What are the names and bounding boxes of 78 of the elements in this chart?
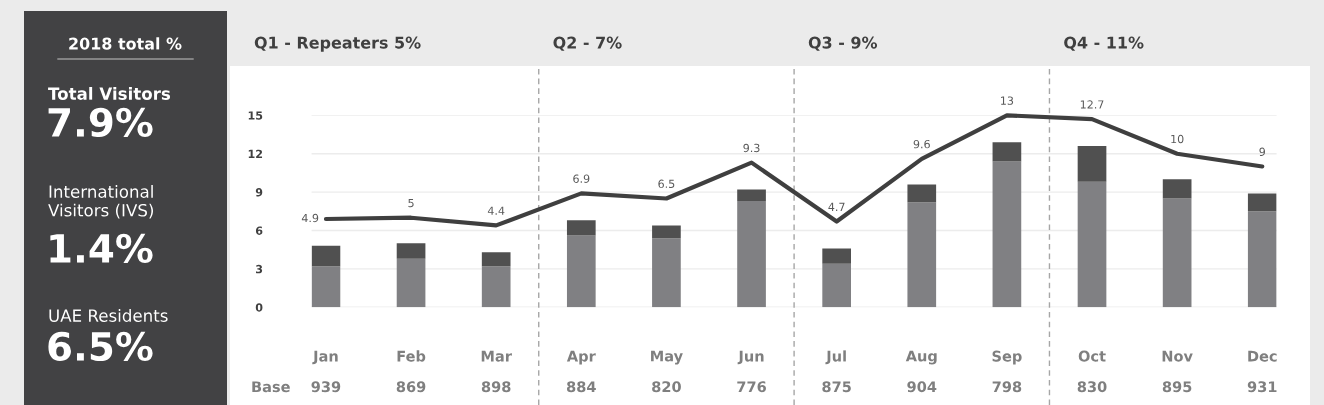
x-tick-label: Jun [737, 350, 764, 365]
bar [992, 142, 1022, 162]
data-label: 6.5 [658, 179, 675, 189]
text: 776 [737, 381, 766, 393]
x-tick-label: Feb [397, 350, 426, 362]
bar [481, 266, 511, 308]
text: UAE Residents [49, 309, 168, 322]
y-tick-label: 6 [255, 226, 263, 235]
bar [652, 225, 681, 239]
bar [1162, 198, 1192, 308]
text: International Visitors (IVS) [48, 185, 153, 219]
data-label: 4.4 [487, 206, 505, 215]
y-tick-label: 0 [255, 303, 263, 312]
bar [652, 238, 681, 308]
bar [481, 252, 511, 267]
bar [907, 202, 937, 308]
x-tick-label: Nov [1162, 350, 1193, 362]
x-tick-label: Jan [312, 350, 338, 365]
data-label: 5 [408, 198, 414, 208]
text: 895 [1162, 381, 1192, 393]
bar [1077, 146, 1107, 182]
bar [396, 258, 426, 308]
text: 6.5% [48, 331, 153, 362]
text: 820 [652, 381, 681, 393]
bar [1247, 211, 1277, 308]
text: Base [252, 381, 290, 393]
bar [907, 184, 937, 203]
text: 904 [907, 381, 937, 393]
text: 875 [822, 381, 851, 393]
text: 830 [1077, 381, 1107, 393]
bar [822, 248, 851, 264]
data-label: 9 [1259, 147, 1266, 157]
data-label: 13 [1001, 96, 1014, 105]
data-label: 4.7 [828, 202, 845, 211]
x-tick-label: Aug [905, 350, 937, 365]
y-tick-label: 15 [248, 111, 263, 120]
bar [1247, 193, 1277, 212]
text: 884 [566, 381, 596, 393]
text: Q2 - 7% [553, 36, 622, 51]
y-tick-label: 3 [256, 264, 263, 274]
text: 2018 total % [69, 37, 182, 50]
text: Q3 - 9% [808, 36, 878, 51]
x-tick-label: Sep [992, 350, 1022, 365]
data-label: 9.3 [743, 143, 760, 153]
bar [737, 201, 766, 308]
x-tick-label: Apr [566, 350, 596, 365]
x-tick-label: Dec [1248, 350, 1277, 362]
text: 869 [396, 381, 426, 393]
bar [1162, 179, 1192, 199]
bar [992, 161, 1022, 308]
x-tick-label: Jul [825, 350, 846, 365]
y-tick-label: 12 [248, 149, 263, 158]
text: Q1 - Repeaters 5% [254, 36, 421, 52]
text: Q4 - 11% [1064, 36, 1144, 51]
data-label: 6.9 [573, 174, 590, 183]
bar [311, 245, 341, 267]
text: 7.9% [48, 107, 153, 138]
text: 931 [1247, 381, 1277, 393]
bar [396, 243, 426, 259]
text: 939 [311, 381, 341, 393]
x-tick-label: May [651, 350, 683, 365]
text: 898 [481, 381, 511, 393]
data-label: 9.6 [913, 139, 930, 149]
bar [566, 235, 596, 308]
bar [737, 189, 766, 202]
text: 798 [992, 381, 1022, 393]
bar [822, 263, 851, 308]
x-tick-label: Oct [1078, 350, 1106, 362]
data-label: 12.7 [1080, 100, 1104, 109]
text: 1.4% [50, 233, 153, 264]
x-tick-label: Mar [481, 350, 512, 362]
bar [1077, 181, 1107, 308]
data-label: 4.9 [301, 213, 319, 223]
data-label: 10 [1171, 134, 1184, 144]
y-tick-label: 9 [255, 188, 263, 197]
text: Total Visitors [48, 87, 171, 100]
bar [311, 266, 341, 308]
bar [566, 220, 596, 236]
